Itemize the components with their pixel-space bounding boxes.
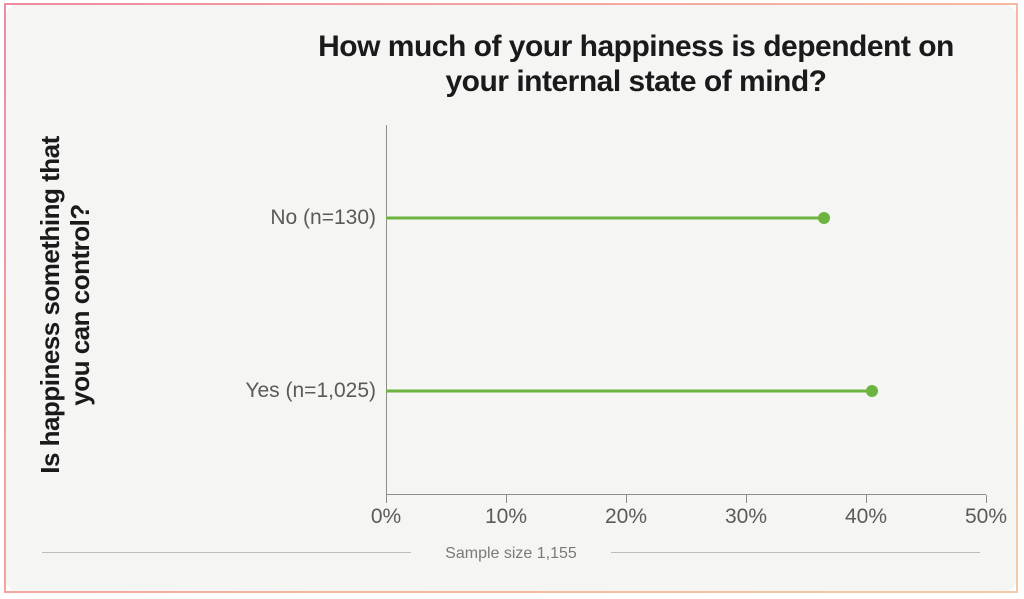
plot-area: 0% 10% 20% 30% 40% 50% No (n=130) Yes (n… xyxy=(386,125,986,495)
x-tick xyxy=(386,495,387,503)
x-tick xyxy=(506,495,507,503)
footer-rule-left xyxy=(42,552,411,553)
x-tick-label: 50% xyxy=(965,505,1007,529)
lollipop-marker xyxy=(818,212,830,224)
x-tick xyxy=(866,495,867,503)
x-tick-label: 30% xyxy=(725,505,767,529)
x-tick-label: 0% xyxy=(371,505,401,529)
chart-title: How much of your happiness is dependent … xyxy=(286,29,986,100)
x-tick xyxy=(626,495,627,503)
chart-card: How much of your happiness is dependent … xyxy=(4,3,1018,593)
lollipop-marker xyxy=(866,385,878,397)
y-axis-line xyxy=(386,125,387,495)
category-label: No (n=130) xyxy=(196,206,376,230)
category-label: Yes (n=1,025) xyxy=(196,379,376,403)
x-tick-label: 40% xyxy=(845,505,887,529)
x-axis-line xyxy=(386,494,986,495)
y-axis-label: Is happiness something that you can cont… xyxy=(36,115,146,495)
x-tick-label: 20% xyxy=(605,505,647,529)
x-tick xyxy=(986,495,987,503)
x-tick-label: 10% xyxy=(485,505,527,529)
lollipop-line xyxy=(386,390,872,393)
footer-rule-right xyxy=(611,552,980,553)
x-tick xyxy=(746,495,747,503)
lollipop-line xyxy=(386,216,824,219)
sample-size-text: Sample size 1,155 xyxy=(431,545,591,563)
